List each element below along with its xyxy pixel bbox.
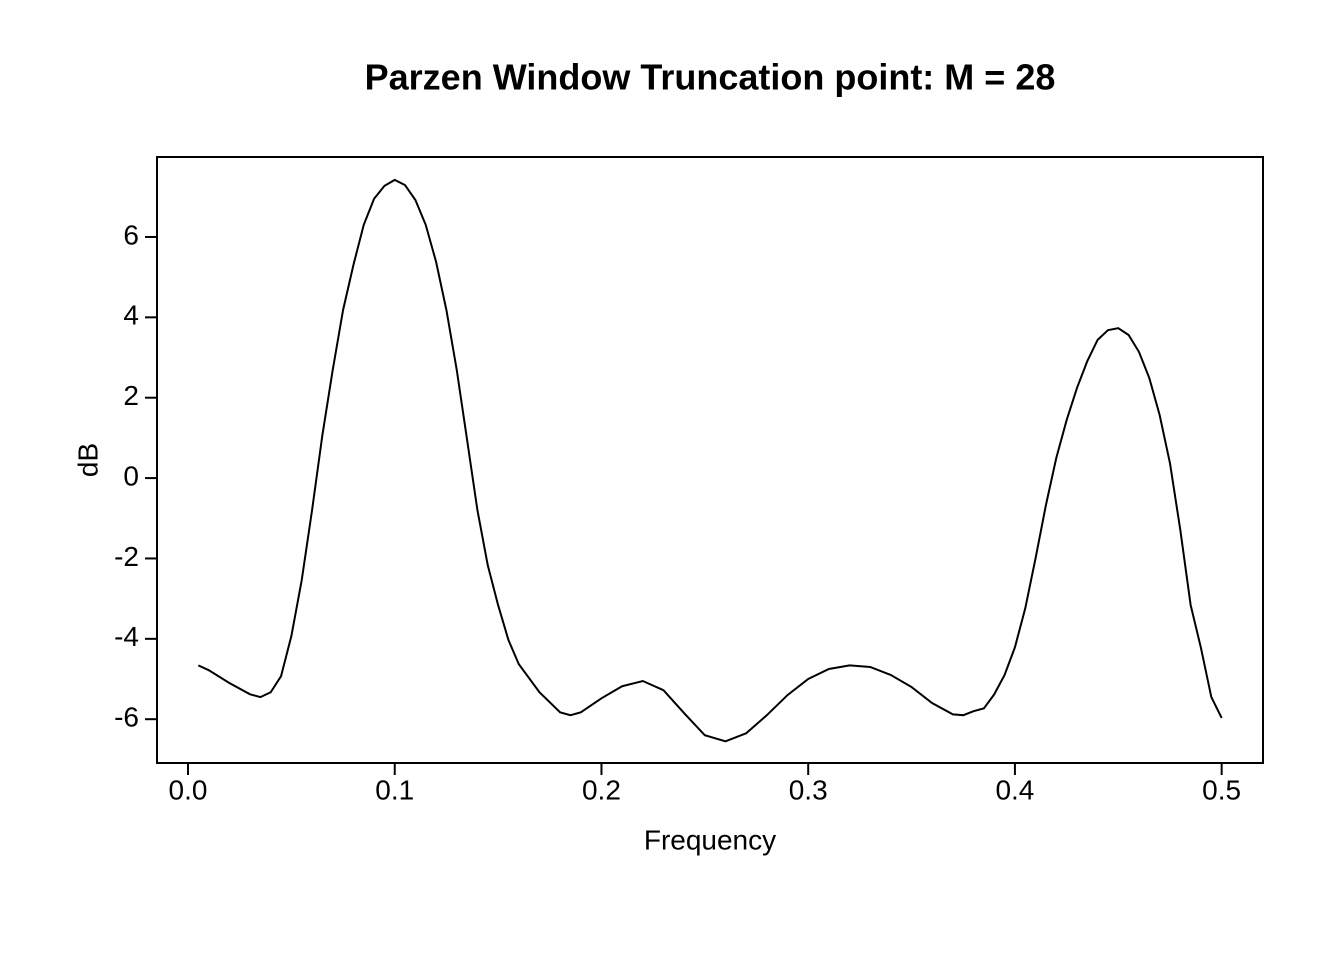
x-tick-label: 0.4 bbox=[995, 774, 1034, 805]
data-line bbox=[197, 178, 1223, 743]
y-tick-label: 2 bbox=[123, 380, 139, 411]
y-tick-label: -2 bbox=[114, 541, 139, 572]
x-tick-label: 0.5 bbox=[1202, 774, 1241, 805]
plot-frame bbox=[156, 156, 1264, 764]
y-axis-label: dB bbox=[72, 443, 103, 477]
x-axis-label: Frequency bbox=[644, 824, 776, 855]
y-tick-label: 4 bbox=[123, 300, 139, 331]
chart-title: Parzen Window Truncation point: M = 28 bbox=[365, 57, 1056, 98]
y-tick-label: 0 bbox=[123, 460, 139, 491]
y-tick-label: -4 bbox=[114, 621, 139, 652]
y-tick-label: 6 bbox=[123, 219, 139, 250]
x-tick-label: 0.2 bbox=[582, 774, 621, 805]
x-tick-label: 0.3 bbox=[789, 774, 828, 805]
x-tick-label: 0.0 bbox=[169, 774, 208, 805]
x-tick-label: 0.1 bbox=[375, 774, 414, 805]
y-tick-label: -6 bbox=[114, 702, 139, 733]
